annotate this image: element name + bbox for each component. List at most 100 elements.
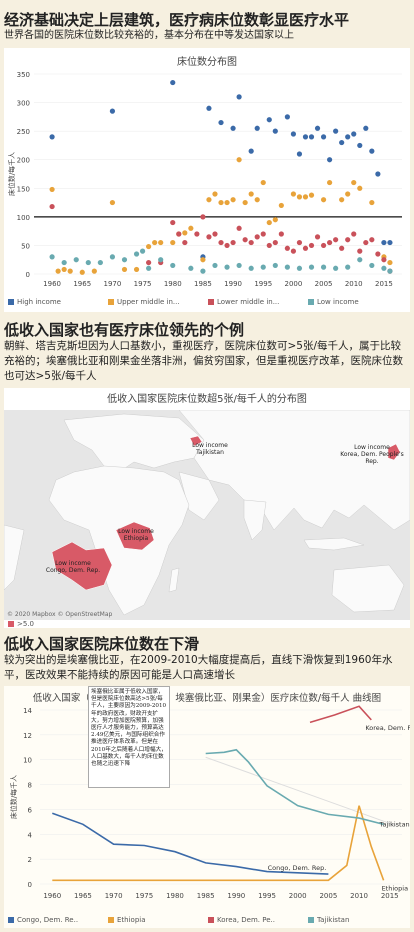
scatter-point — [188, 265, 194, 271]
world-map[interactable]: Low income Tajikistan Low income Korea, … — [4, 410, 410, 620]
scatter-point — [260, 231, 266, 237]
legend-label: Congo, Dem. Re.. — [17, 916, 79, 924]
map-australia — [331, 564, 405, 613]
scatter-point — [375, 251, 381, 257]
series-line — [52, 805, 385, 882]
scatter-point — [218, 199, 224, 206]
scatter-point — [290, 248, 297, 254]
legend-swatch — [308, 917, 314, 923]
map-region-tajikistan — [189, 435, 203, 447]
map-label-ethiopia: Low income Ethiopia — [118, 528, 154, 542]
scatter-point — [308, 134, 315, 140]
scatter-point — [146, 259, 152, 266]
scatter-point — [345, 191, 351, 197]
scatter-point — [278, 231, 284, 237]
series-end-label: Korea, Dem. People's Rep. — [365, 724, 410, 732]
scatter-point — [230, 197, 236, 203]
trend-line — [205, 756, 397, 827]
y-tick-label: 350 — [17, 71, 30, 79]
y-tick-label: 250 — [17, 128, 30, 136]
series-line — [52, 812, 329, 875]
scatter-point — [254, 197, 260, 203]
scatter-point — [49, 254, 55, 260]
x-tick-label: 1960 — [43, 892, 61, 900]
y-axis-label: 床位数/每千人 — [7, 152, 16, 196]
scatter-point — [49, 134, 55, 140]
scatter-point — [327, 157, 333, 163]
scatter-point — [339, 245, 345, 251]
y-tick-label: 8 — [28, 782, 32, 790]
scatter-point — [61, 266, 67, 273]
scatter-chart-title: 床位数分布图 — [177, 57, 237, 68]
scatter-point — [333, 237, 339, 243]
legend-swatch — [8, 299, 14, 305]
scatter-point — [381, 257, 387, 263]
scatter-point — [230, 125, 236, 131]
series-line — [309, 705, 372, 724]
scatter-point — [85, 259, 91, 266]
scatter-point — [206, 197, 212, 203]
x-tick-label: 1980 — [166, 892, 184, 900]
scatter-point — [272, 217, 278, 223]
scatter-point — [49, 186, 55, 193]
scatter-point — [206, 234, 212, 240]
scatter-point — [369, 237, 375, 243]
y-tick-label: 2 — [28, 856, 32, 864]
x-tick-label: 1990 — [227, 892, 245, 900]
section2-title: 低收入国家也有医疗床位领先的个例 — [4, 321, 245, 339]
scatter-point — [55, 268, 61, 274]
y-tick-label: 50 — [21, 242, 30, 250]
map-india — [243, 499, 267, 541]
map-chart-title: 低收入国家医院床位数超5张/每千人的分布图 — [107, 394, 307, 405]
scatter-point — [230, 239, 236, 246]
scatter-point — [200, 214, 206, 220]
scatter-point — [212, 191, 218, 197]
scatter-point — [248, 148, 254, 154]
scatter-point — [91, 268, 97, 274]
x-tick-label: 2010 — [345, 280, 363, 288]
x-tick-label: 1975 — [135, 892, 153, 900]
scatter-point — [296, 239, 303, 246]
scatter-point — [242, 237, 248, 243]
scatter-point — [170, 79, 176, 86]
x-tick-label: 1980 — [164, 280, 182, 288]
scatter-point — [296, 151, 303, 157]
map-region-ethiopia — [115, 521, 155, 551]
scatter-point — [296, 194, 303, 200]
scatter-point — [333, 265, 339, 271]
scatter-point — [302, 245, 309, 251]
scatter-point — [272, 239, 278, 246]
scatter-point — [357, 185, 363, 191]
scatter-point — [369, 199, 375, 206]
map-south-america — [4, 524, 25, 591]
scatter-point — [254, 125, 260, 131]
x-tick-label: 1970 — [104, 280, 122, 288]
scatter-point — [133, 251, 140, 257]
section1-subtitle: 世界各国的医院床位数比较充裕的，基本分布在中等发达国家以上 — [4, 30, 294, 41]
map-label-tajikistan: Low income Tajikistan — [192, 442, 228, 456]
y-tick-label: 200 — [17, 157, 30, 165]
scatter-point — [345, 134, 351, 140]
y-tick-label: 14 — [23, 707, 32, 715]
y-tick-label: 0 — [28, 881, 32, 889]
x-tick-label: 2015 — [375, 280, 393, 288]
scatter-point — [266, 117, 272, 123]
scatter-point — [146, 243, 152, 250]
scatter-point — [345, 237, 351, 243]
series-end-label: Ethiopia — [382, 884, 408, 892]
scatter-point — [200, 257, 206, 263]
scatter-point — [133, 266, 140, 273]
scatter-point — [284, 245, 290, 251]
legend-label: Lower middle in... — [217, 298, 280, 306]
x-tick-label: 1985 — [194, 280, 212, 288]
scatter-chart: 0 50 100 150 200 250 300 350 1960 1965 1970 1975 198… — [7, 71, 402, 288]
legend-swatch — [8, 917, 14, 923]
scatter-point — [200, 268, 206, 274]
legend-label: Ethiopia — [117, 916, 146, 924]
scatter-point — [176, 231, 182, 237]
map-indonesia — [303, 537, 365, 551]
scatter-point — [284, 114, 290, 120]
legend-item: Tajikistan — [304, 916, 404, 924]
scatter-point — [218, 239, 224, 246]
map-africa — [48, 465, 190, 616]
